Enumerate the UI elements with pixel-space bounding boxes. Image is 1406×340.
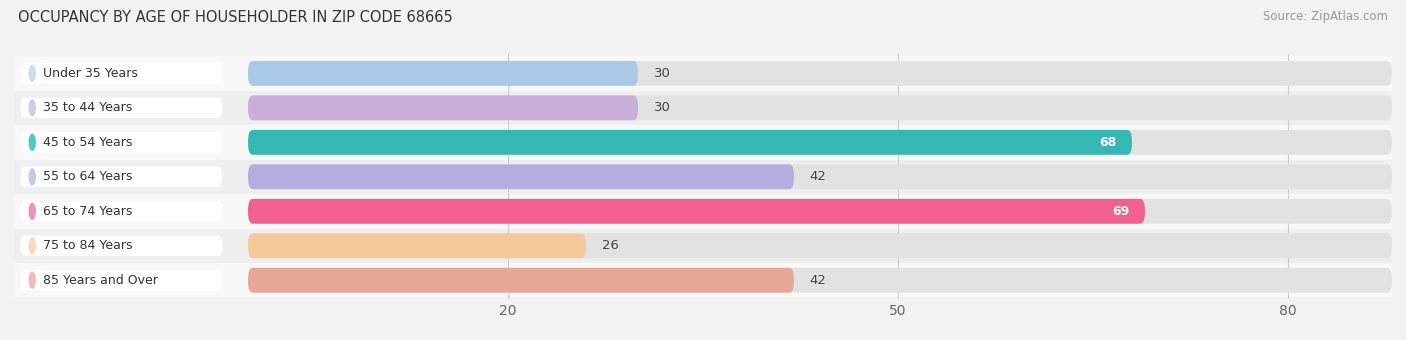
FancyBboxPatch shape: [21, 235, 222, 256]
Text: 45 to 54 Years: 45 to 54 Years: [44, 136, 132, 149]
FancyBboxPatch shape: [247, 268, 794, 293]
FancyBboxPatch shape: [21, 132, 222, 153]
Text: 55 to 64 Years: 55 to 64 Years: [44, 170, 132, 183]
FancyBboxPatch shape: [247, 96, 638, 120]
Text: 42: 42: [810, 170, 827, 183]
FancyBboxPatch shape: [247, 233, 586, 258]
FancyBboxPatch shape: [247, 61, 1392, 86]
Circle shape: [30, 238, 35, 254]
FancyBboxPatch shape: [247, 268, 1392, 293]
Circle shape: [30, 100, 35, 116]
FancyBboxPatch shape: [14, 125, 1392, 159]
FancyBboxPatch shape: [14, 90, 1392, 125]
FancyBboxPatch shape: [14, 228, 1392, 263]
Text: 69: 69: [1112, 205, 1129, 218]
FancyBboxPatch shape: [247, 96, 1392, 120]
Text: 30: 30: [654, 67, 671, 80]
FancyBboxPatch shape: [247, 233, 1392, 258]
FancyBboxPatch shape: [14, 194, 1392, 228]
Circle shape: [30, 169, 35, 185]
FancyBboxPatch shape: [247, 199, 1144, 224]
Circle shape: [30, 272, 35, 288]
Text: 65 to 74 Years: 65 to 74 Years: [44, 205, 132, 218]
FancyBboxPatch shape: [21, 63, 222, 84]
FancyBboxPatch shape: [21, 270, 222, 291]
Text: 35 to 44 Years: 35 to 44 Years: [44, 101, 132, 114]
FancyBboxPatch shape: [247, 61, 638, 86]
Circle shape: [30, 203, 35, 219]
Circle shape: [30, 65, 35, 81]
FancyBboxPatch shape: [247, 130, 1132, 155]
FancyBboxPatch shape: [247, 130, 1392, 155]
Text: Source: ZipAtlas.com: Source: ZipAtlas.com: [1263, 10, 1388, 23]
Text: 30: 30: [654, 101, 671, 114]
Text: OCCUPANCY BY AGE OF HOUSEHOLDER IN ZIP CODE 68665: OCCUPANCY BY AGE OF HOUSEHOLDER IN ZIP C…: [18, 10, 453, 25]
Text: 85 Years and Over: 85 Years and Over: [44, 274, 159, 287]
FancyBboxPatch shape: [21, 201, 222, 222]
Text: 42: 42: [810, 274, 827, 287]
FancyBboxPatch shape: [14, 56, 1392, 90]
FancyBboxPatch shape: [247, 164, 1392, 189]
FancyBboxPatch shape: [247, 164, 794, 189]
Text: Under 35 Years: Under 35 Years: [44, 67, 138, 80]
Text: 68: 68: [1099, 136, 1116, 149]
FancyBboxPatch shape: [14, 263, 1392, 298]
FancyBboxPatch shape: [21, 98, 222, 118]
Text: 26: 26: [602, 239, 619, 252]
FancyBboxPatch shape: [14, 159, 1392, 194]
Text: 75 to 84 Years: 75 to 84 Years: [44, 239, 132, 252]
FancyBboxPatch shape: [21, 167, 222, 187]
Circle shape: [30, 134, 35, 150]
FancyBboxPatch shape: [247, 199, 1392, 224]
